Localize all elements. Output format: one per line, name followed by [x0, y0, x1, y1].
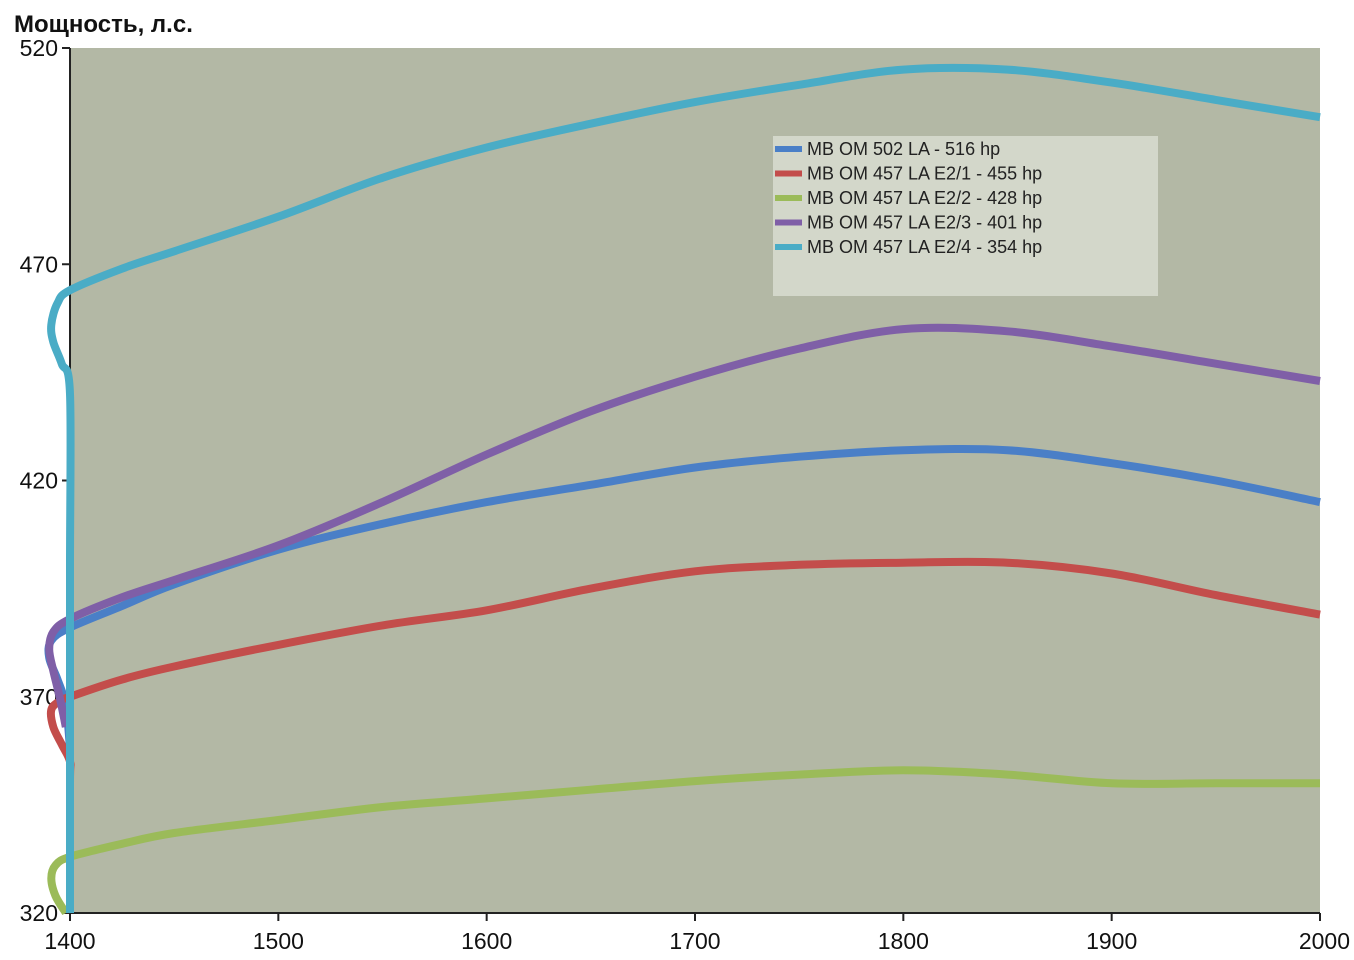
x-tick-label: 1700	[669, 928, 720, 954]
y-tick-label: 320	[20, 900, 58, 926]
legend-label: MB OM 502 LA - 516 hp	[807, 139, 1000, 159]
x-tick-label: 2000	[1299, 928, 1350, 954]
legend-label: MB OM 457 LA E2/2 - 428 hp	[807, 188, 1042, 208]
legend-label: MB OM 457 LA E2/1 - 455 hp	[807, 164, 1042, 184]
series-line-3	[45, 323, 1321, 728]
series-line-1	[46, 557, 1321, 913]
x-tick-label: 1500	[253, 928, 304, 954]
y-tick-label: 520	[20, 35, 58, 61]
series-line-2	[47, 766, 1320, 916]
y-axis-label: Мощность, л.с.	[14, 11, 193, 38]
series-line-4	[47, 63, 1321, 913]
x-tick-label: 1600	[461, 928, 512, 954]
legend-box	[773, 136, 1158, 296]
legend-label: MB OM 457 LA E2/3 - 401 hp	[807, 213, 1042, 233]
x-tick-label: 1400	[44, 928, 95, 954]
x-tick-label: 1800	[878, 928, 929, 954]
y-tick-label: 420	[20, 468, 58, 494]
x-tick-label: 1900	[1086, 928, 1137, 954]
legend-label: MB OM 457 LA E2/4 - 354 hp	[807, 237, 1042, 257]
legend: MB OM 502 LA - 516 hp MB OM 457 LA E2/1 -…	[773, 136, 1158, 296]
y-tick-label: 470	[20, 251, 58, 277]
